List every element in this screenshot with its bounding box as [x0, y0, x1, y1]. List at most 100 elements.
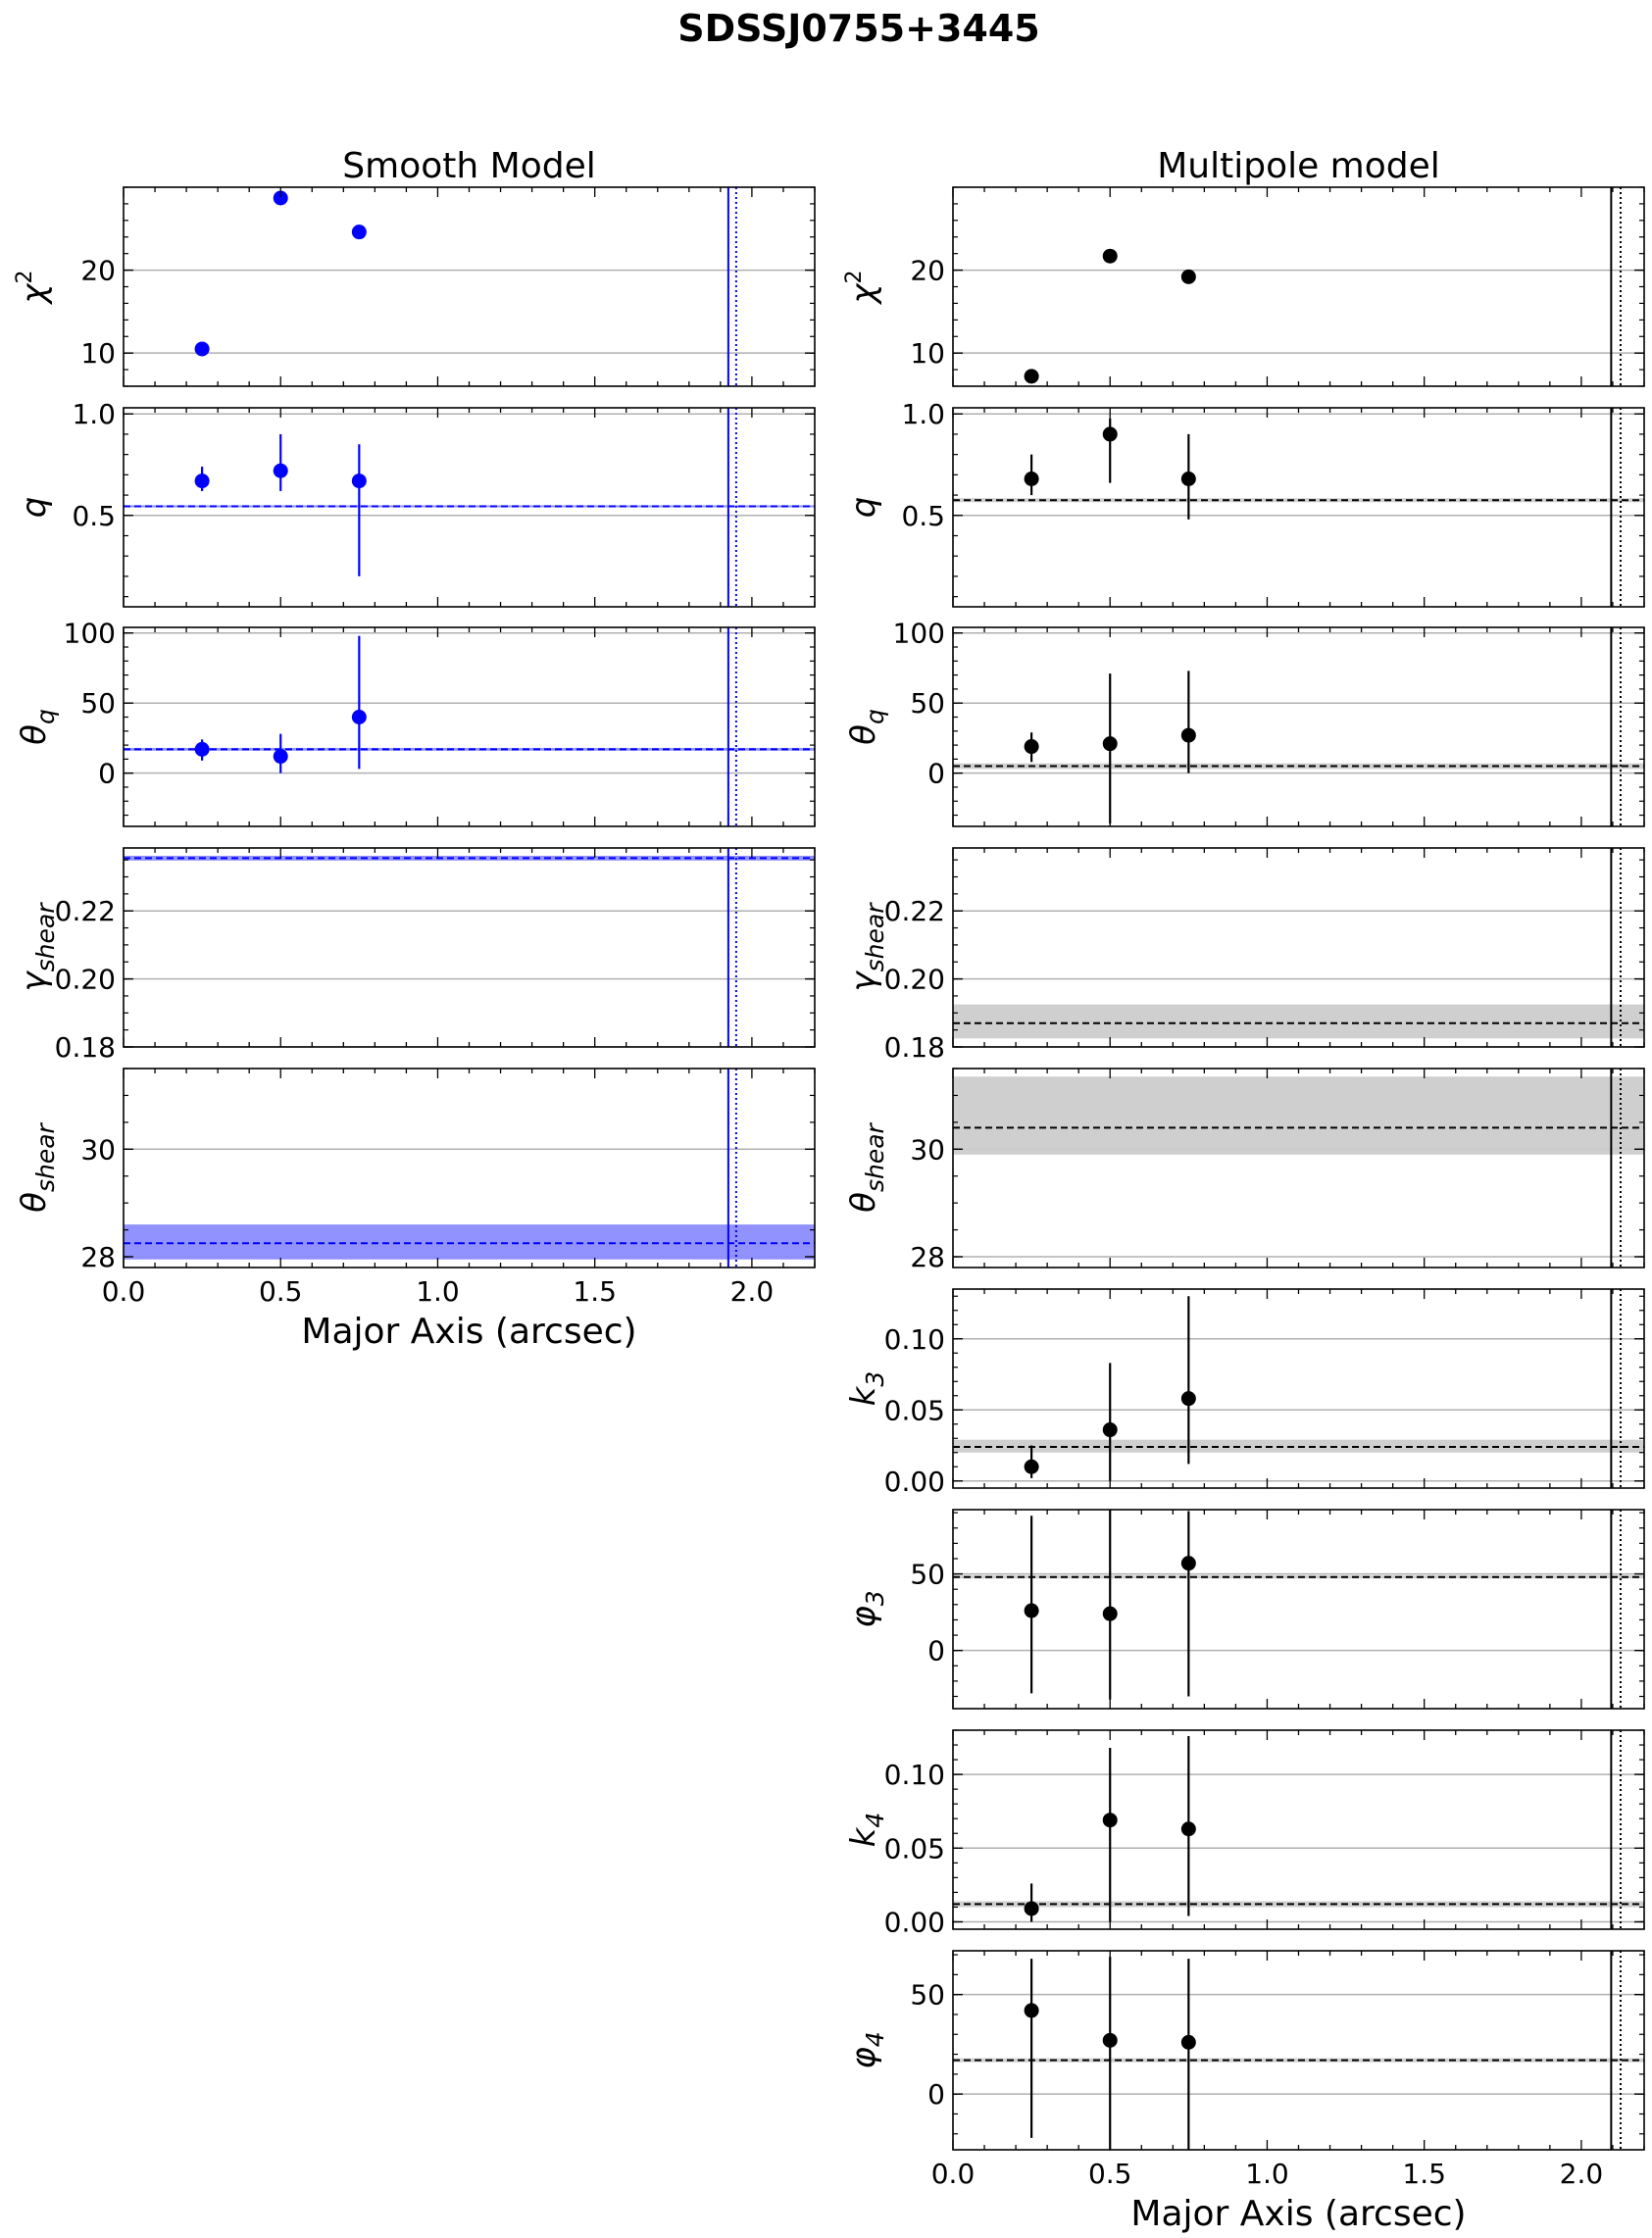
- y-axis-label-symbol: χ: [15, 282, 54, 306]
- y-axis-label-subscript: shear: [31, 1121, 60, 1192]
- panel-plot-area: [124, 187, 815, 386]
- uncertainty-band: [124, 1224, 815, 1260]
- x-tick-label: 2.0: [730, 1275, 775, 1308]
- panel: 0 50 φ3: [844, 1509, 1645, 1710]
- x-axis-label: Major Axis (arcsec): [1130, 2194, 1466, 2234]
- panel-plot-area: [953, 848, 1644, 1047]
- y-axis-label: q: [844, 497, 883, 519]
- y-tick-label: 0.00: [884, 1466, 945, 1498]
- panel-plot-area: [124, 848, 815, 1047]
- y-tick-label: 0.10: [884, 1759, 945, 1791]
- y-axis-label-symbol: φ: [844, 2047, 883, 2069]
- y-tick-label: 50: [910, 1559, 945, 1591]
- panel-plot-area: [124, 408, 815, 607]
- y-axis-label: k4: [844, 1813, 889, 1848]
- data-point: [351, 224, 367, 240]
- y-axis-label: φ3: [844, 1590, 889, 1627]
- panel: 0.5 1.0 q: [15, 398, 816, 608]
- data-point: [1102, 1813, 1118, 1828]
- y-axis-label-subscript: 3: [861, 1371, 889, 1387]
- data-point: [1024, 739, 1039, 755]
- data-point: [273, 749, 288, 765]
- data-point: [1102, 1606, 1118, 1621]
- x-axis-label: Major Axis (arcsec): [301, 1312, 636, 1352]
- panel-plot-area: [953, 408, 1644, 607]
- y-axis-label-symbol: k: [844, 1385, 883, 1406]
- y-tick-label: 50: [910, 687, 945, 720]
- data-point: [1102, 248, 1118, 264]
- y-axis-label: q: [15, 497, 54, 519]
- panel-frame: [123, 847, 816, 1048]
- data-point: [1180, 2034, 1196, 2050]
- x-tick-label: 0.0: [931, 2158, 976, 2190]
- y-tick-label: 50: [910, 1979, 945, 2012]
- panel-frame: [123, 186, 816, 387]
- data-point: [1180, 269, 1196, 284]
- data-point: [194, 473, 210, 489]
- y-tick-label: 0.5: [901, 500, 945, 532]
- y-tick-label: 10: [80, 337, 116, 370]
- y-tick-label: 0: [927, 2078, 945, 2111]
- data-point: [1024, 1901, 1039, 1916]
- y-axis-label: φ4: [844, 2031, 889, 2068]
- data-point: [1102, 2032, 1118, 2048]
- panel-plot-area: [953, 1289, 1644, 1488]
- y-tick-label: 0.18: [884, 1031, 945, 1064]
- data-point: [1102, 426, 1118, 442]
- data-point: [1180, 727, 1196, 743]
- x-tick-label: 0.5: [259, 1275, 303, 1308]
- y-tick-label: 0: [927, 1635, 945, 1667]
- panel-plot-area: [953, 1951, 1644, 2150]
- panel: 28 30 θshear: [844, 1068, 1645, 1273]
- panel: 0.00 0.05 0.10 k4: [844, 1729, 1645, 1938]
- panel-frame: [952, 1509, 1645, 1710]
- y-axis-label-subscript: 4: [861, 1813, 889, 1828]
- data-point: [1180, 472, 1196, 486]
- figure-title: SDSSJ0755+3445: [677, 7, 1039, 50]
- x-tick-label: 1.0: [416, 1275, 460, 1308]
- y-tick-label: 1.0: [72, 398, 116, 430]
- panel: 10 20 χ2: [13, 186, 816, 387]
- y-tick-label: 0.05: [884, 1394, 945, 1426]
- panel-frame: [952, 1950, 1645, 2151]
- panel: 0 50 φ4 0.0 0.5 1.0 1.5 2.0 Major Axis (arcsec): [844, 1950, 1645, 2234]
- data-point: [1024, 472, 1039, 486]
- y-tick-label: 0.18: [55, 1031, 116, 1064]
- x-tick-label: 0.5: [1088, 2158, 1132, 2190]
- y-axis-label-symbol: φ: [844, 1606, 883, 1628]
- y-axis-label-symbol: γ: [15, 970, 54, 991]
- y-axis-label-subscript: 4: [861, 2031, 889, 2047]
- y-tick-label: 0.5: [72, 500, 116, 532]
- x-tick-label: 0.0: [102, 1275, 146, 1308]
- data-point: [1102, 1422, 1118, 1438]
- data-point: [1024, 369, 1039, 384]
- y-axis-label-symbol: χ: [844, 282, 883, 306]
- data-point: [351, 709, 367, 724]
- y-tick-label: 30: [910, 1133, 945, 1166]
- y-axis-label-symbol: q: [844, 497, 883, 519]
- y-axis-label: k3: [844, 1371, 889, 1407]
- data-point: [273, 190, 288, 206]
- data-point: [1024, 2003, 1039, 2018]
- panel: 0 50 100 θq: [15, 618, 816, 827]
- panel-frame: [952, 407, 1645, 608]
- y-tick-label: 28: [910, 1241, 945, 1273]
- data-point: [273, 463, 288, 478]
- panel-frame: [952, 186, 1645, 387]
- panel: 0 50 100 θq: [844, 618, 1645, 827]
- y-tick-label: 0.00: [884, 1906, 945, 1938]
- y-tick-label: 100: [893, 618, 945, 650]
- y-tick-label: 100: [64, 618, 116, 650]
- y-axis-label: θq: [15, 709, 60, 745]
- x-tick-label: 1.0: [1245, 2158, 1289, 2190]
- column-title: Multipole model: [1157, 146, 1440, 186]
- panel: 0.00 0.05 0.10 k3: [844, 1288, 1645, 1498]
- y-tick-label: 0.20: [884, 964, 945, 996]
- x-tick-label: 2.0: [1560, 2158, 1604, 2190]
- x-tick-label: 1.5: [1402, 2158, 1446, 2190]
- panel-frame: [952, 1288, 1645, 1489]
- y-axis-label: θshear: [15, 1121, 60, 1212]
- y-axis-label-subscript: shear: [861, 902, 889, 972]
- y-axis-label-subscript: shear: [861, 1121, 889, 1192]
